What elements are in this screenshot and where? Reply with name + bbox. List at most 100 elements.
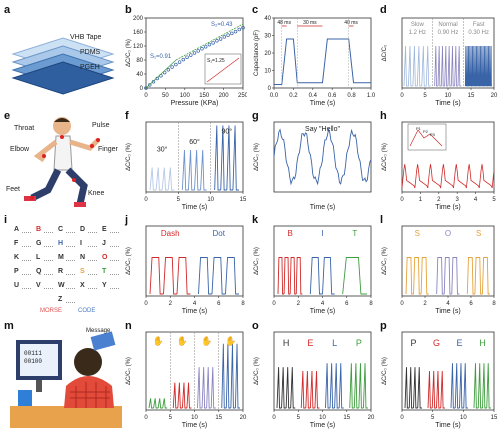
- inset-frame: [204, 53, 242, 85]
- x-tick-label: 50: [162, 93, 169, 99]
- x-tick-label: 10: [445, 93, 452, 99]
- y-tick-label: 40: [264, 16, 271, 22]
- data-point: [218, 37, 223, 41]
- y-axis-label: ΔC/C₀ (%): [382, 143, 388, 171]
- data-point: [230, 31, 234, 36]
- morse-letter-o: O: [102, 254, 108, 261]
- body-label-elbow: Elbow: [10, 146, 30, 153]
- chart-c-capacitance: 0.0 0.2 0.4 0.6 0.8 1.0 0 10 20 30 40 Time (s) Capac…: [254, 16, 375, 107]
- code-series-0: [277, 257, 303, 295]
- morse-pattern: [88, 288, 97, 289]
- y-tick-label: 80: [136, 58, 143, 64]
- morse-pattern: [110, 274, 119, 275]
- code-tag: I: [321, 229, 323, 238]
- x-tick-label: 15: [215, 415, 222, 421]
- word-series: [404, 367, 422, 409]
- panel-letter-i: i: [4, 214, 8, 226]
- y-axis-label: ΔC/C₀ (%): [254, 143, 260, 171]
- series-slow: [403, 45, 431, 87]
- morse-letter-u: U: [14, 282, 20, 289]
- panel-letter-m: m: [4, 320, 14, 332]
- x-tick-label: 0: [400, 93, 404, 99]
- body-label-knee: Knee: [88, 190, 105, 197]
- chart-p-pgeh: 0 5 10 15 Time (s) ΔC/C₀ (%) P G E H: [382, 331, 498, 429]
- inset-sensitivity: S₁=1.25: [207, 58, 225, 64]
- morse-pattern: [22, 246, 31, 247]
- panel-letter-c: c: [252, 4, 259, 16]
- x-tick-label: 8: [369, 301, 373, 307]
- x-tick-label: 1.0: [367, 93, 375, 99]
- x-tick-label: 0.4: [309, 93, 318, 99]
- panel-letter-e: e: [4, 110, 11, 122]
- x-tick-label: 5: [169, 415, 173, 421]
- legend-morse: MORSE: [40, 308, 63, 314]
- chart-n-gestures: 0 5 10 15 20 Time (s) ΔC/C₀ (%) ✋ ✋ ✋ ✋: [126, 331, 247, 429]
- x-tick-label: 0.0: [270, 93, 279, 99]
- x-tick-label: 2: [437, 197, 441, 203]
- code-tag: Dash: [161, 229, 180, 238]
- morse-pattern: [66, 274, 75, 275]
- word-letter: P: [410, 338, 416, 348]
- computer-user-illustration: [10, 331, 122, 428]
- data-point: [237, 27, 242, 32]
- inset-frame: [407, 123, 447, 151]
- word-letter: G: [433, 338, 440, 348]
- x-tick-label: 150: [199, 93, 210, 99]
- x-tick-label: 10: [319, 415, 326, 421]
- morse-letter-c: C: [58, 226, 64, 233]
- x-tick-label: 8: [241, 301, 245, 307]
- morse-letter-k: K: [14, 254, 20, 261]
- word-series: [325, 363, 344, 409]
- x-axis-label: Time (s): [310, 308, 335, 315]
- body-label-finger: Finger: [98, 146, 118, 153]
- angle-label: 30°: [157, 146, 168, 154]
- inset-fit: [206, 57, 240, 83]
- angle-series: [181, 149, 207, 191]
- inset-peak-label: P1: [416, 126, 422, 131]
- x-tick-label: 8: [492, 301, 496, 307]
- panel-letter-g: g: [252, 110, 259, 122]
- data-point: [203, 44, 208, 49]
- morse-pattern: [44, 274, 53, 275]
- x-tick-label: 1: [419, 197, 423, 203]
- x-tick-label: 5: [177, 197, 181, 203]
- x-axis-label: Time (s): [182, 422, 207, 429]
- y-tick-label: 160: [133, 30, 144, 36]
- data-point: [233, 29, 238, 34]
- y-tick-label: 200: [133, 16, 144, 22]
- chart-k-bit: 0 2 4 6 8 Time (s) ΔC/C₀ (%) B I T: [254, 225, 373, 315]
- chart-f-bending-angle: 0 5 10 15 Time (s) ΔC/C₀ (%) 30° 60° 90°: [126, 121, 247, 211]
- screen-line-1: 00111: [24, 350, 43, 357]
- code-series-2: [466, 257, 490, 295]
- morse-letter-f: F: [14, 240, 19, 247]
- chart-o-help: 0 5 10 15 20 Time (s) ΔC/C₀ (%) H E L P: [254, 331, 375, 429]
- data-point: [207, 42, 212, 47]
- axes-frame: [145, 17, 244, 89]
- code-tag: O: [445, 229, 451, 238]
- code-series-1: [198, 257, 239, 295]
- morse-pattern: [88, 274, 97, 275]
- voice-series: [273, 127, 372, 186]
- morse-letter-a: A: [14, 226, 20, 233]
- panel-letter-h: h: [380, 110, 387, 122]
- sensitivity-s2: S₂=0.43: [211, 22, 233, 28]
- x-tick-label: 0: [144, 415, 148, 421]
- morse-pattern: [110, 260, 119, 261]
- morse-pattern: [66, 260, 75, 261]
- morse-pattern: [88, 246, 97, 247]
- data-point: [170, 65, 174, 69]
- data-point: [192, 51, 197, 55]
- morse-pattern: [110, 246, 119, 247]
- x-tick-label: 20: [240, 415, 247, 421]
- x-tick-label: 2: [423, 301, 427, 307]
- x-tick-label: 15: [491, 415, 498, 421]
- word-letter: P: [356, 338, 362, 348]
- y-axis-label: ΔC/C₀ (%): [126, 357, 132, 385]
- x-tick-label: 0: [144, 93, 148, 99]
- data-point: [181, 57, 186, 62]
- gesture-series: [221, 343, 240, 409]
- morse-pattern: [44, 288, 53, 289]
- data-point: [166, 68, 171, 72]
- panel-letter-b: b: [125, 4, 132, 16]
